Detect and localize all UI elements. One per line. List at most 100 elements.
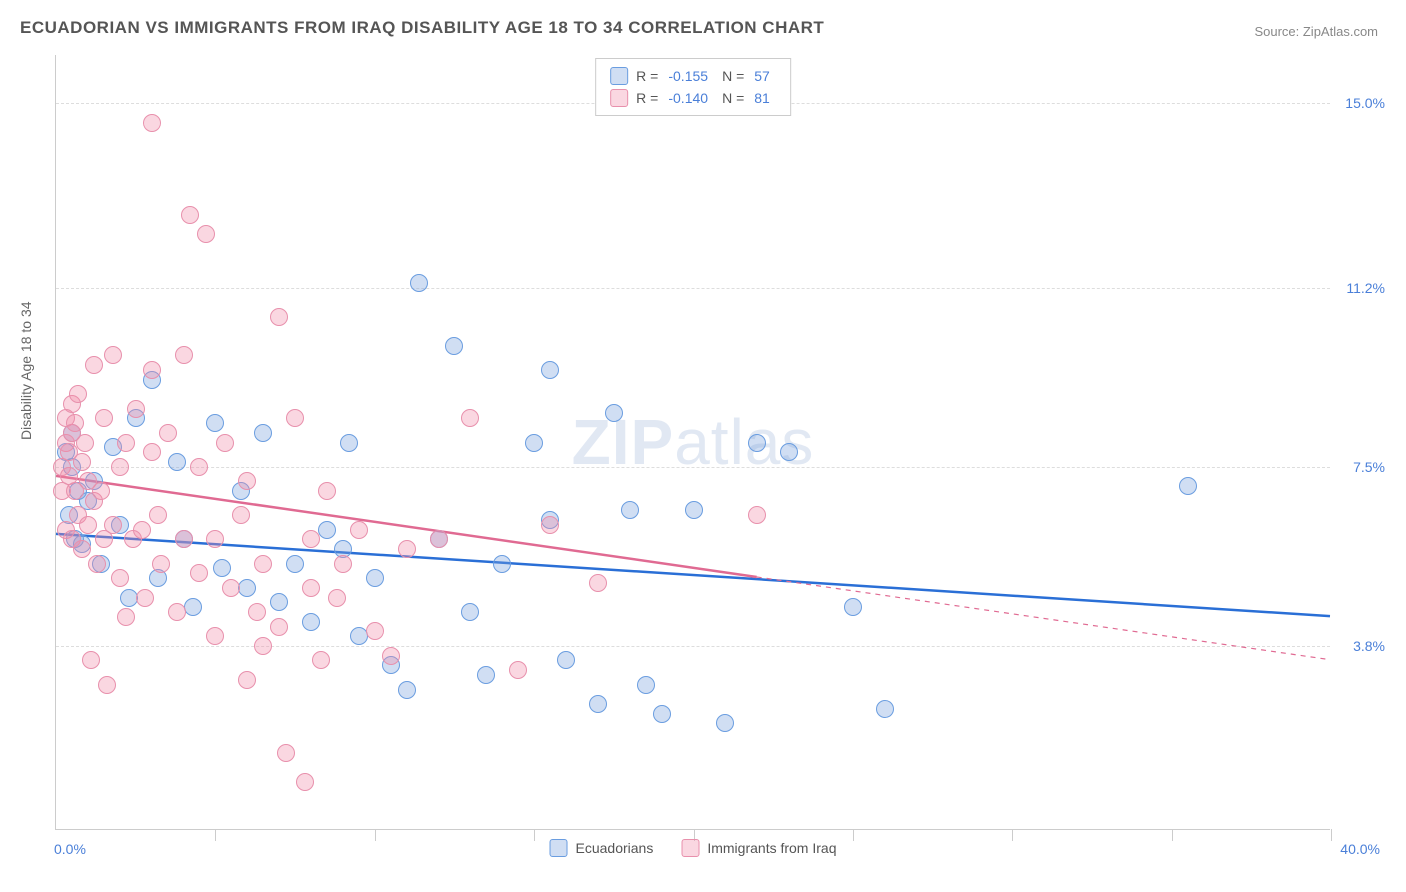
- point-ecuadorian: [637, 676, 655, 694]
- point-iraq: [366, 622, 384, 640]
- point-iraq: [302, 579, 320, 597]
- n-value-2: 81: [754, 87, 770, 109]
- point-iraq: [197, 225, 215, 243]
- point-iraq: [85, 356, 103, 374]
- point-iraq: [181, 206, 199, 224]
- point-iraq: [296, 773, 314, 791]
- point-iraq: [270, 618, 288, 636]
- point-iraq: [143, 361, 161, 379]
- page-title: ECUADORIAN VS IMMIGRANTS FROM IRAQ DISAB…: [20, 18, 824, 38]
- point-ecuadorian: [493, 555, 511, 573]
- point-iraq: [168, 603, 186, 621]
- point-iraq: [312, 651, 330, 669]
- point-iraq: [76, 434, 94, 452]
- legend-label-2: Immigrants from Iraq: [707, 840, 836, 856]
- point-iraq: [589, 574, 607, 592]
- point-ecuadorian: [653, 705, 671, 723]
- point-iraq: [98, 676, 116, 694]
- point-iraq: [117, 608, 135, 626]
- y-tick-label: 3.8%: [1353, 638, 1385, 654]
- point-ecuadorian: [206, 414, 224, 432]
- point-iraq: [69, 385, 87, 403]
- point-iraq: [318, 482, 336, 500]
- r-label-1: R =: [636, 65, 658, 87]
- point-iraq: [117, 434, 135, 452]
- point-iraq: [509, 661, 527, 679]
- r-label-2: R =: [636, 87, 658, 109]
- point-iraq: [206, 530, 224, 548]
- point-ecuadorian: [270, 593, 288, 611]
- point-ecuadorian: [445, 337, 463, 355]
- point-iraq: [143, 114, 161, 132]
- point-ecuadorian: [398, 681, 416, 699]
- point-iraq: [104, 346, 122, 364]
- legend-swatch-series-2: [681, 839, 699, 857]
- point-iraq: [190, 458, 208, 476]
- point-iraq: [175, 530, 193, 548]
- point-ecuadorian: [541, 361, 559, 379]
- point-iraq: [88, 555, 106, 573]
- y-tick-label: 7.5%: [1353, 459, 1385, 475]
- point-iraq: [133, 521, 151, 539]
- point-iraq: [328, 589, 346, 607]
- point-iraq: [73, 453, 91, 471]
- point-ecuadorian: [238, 579, 256, 597]
- legend-item-1: Ecuadorians: [550, 839, 654, 857]
- x-tick: [375, 829, 376, 841]
- r-value-1: -0.155: [668, 65, 708, 87]
- point-iraq: [79, 516, 97, 534]
- point-iraq: [152, 555, 170, 573]
- legend-swatch-1: [610, 67, 628, 85]
- point-ecuadorian: [410, 274, 428, 292]
- y-tick-label: 11.2%: [1346, 280, 1385, 296]
- point-iraq: [382, 647, 400, 665]
- chart-plot-area: ZIPatlas 15.0%11.2%7.5%3.8% R = -0.155 N…: [55, 55, 1330, 830]
- point-iraq: [277, 744, 295, 762]
- point-ecuadorian: [366, 569, 384, 587]
- point-iraq: [143, 443, 161, 461]
- point-iraq: [232, 506, 250, 524]
- x-tick: [1331, 829, 1332, 841]
- trend-lines: [56, 55, 1330, 829]
- point-iraq: [238, 472, 256, 490]
- point-iraq: [541, 516, 559, 534]
- point-iraq: [127, 400, 145, 418]
- y-tick-label: 15.0%: [1345, 95, 1385, 111]
- point-ecuadorian: [477, 666, 495, 684]
- point-ecuadorian: [302, 613, 320, 631]
- r-value-2: -0.140: [668, 87, 708, 109]
- point-iraq: [461, 409, 479, 427]
- point-ecuadorian: [213, 559, 231, 577]
- point-iraq: [302, 530, 320, 548]
- point-iraq: [175, 346, 193, 364]
- x-tick: [534, 829, 535, 841]
- legend-swatch-2: [610, 89, 628, 107]
- legend-stats-row-1: R = -0.155 N = 57: [610, 65, 776, 87]
- point-ecuadorian: [286, 555, 304, 573]
- point-ecuadorian: [168, 453, 186, 471]
- n-label-2: N =: [722, 87, 744, 109]
- point-iraq: [104, 516, 122, 534]
- point-iraq: [216, 434, 234, 452]
- point-iraq: [190, 564, 208, 582]
- trend-line-dashed: [757, 577, 1330, 660]
- x-tick: [853, 829, 854, 841]
- point-ecuadorian: [748, 434, 766, 452]
- point-iraq: [238, 671, 256, 689]
- point-iraq: [286, 409, 304, 427]
- source-attribution: Source: ZipAtlas.com: [1254, 24, 1378, 39]
- legend-swatch-series-1: [550, 839, 568, 857]
- point-ecuadorian: [557, 651, 575, 669]
- x-tick: [1172, 829, 1173, 841]
- point-iraq: [398, 540, 416, 558]
- point-iraq: [254, 637, 272, 655]
- point-ecuadorian: [621, 501, 639, 519]
- legend-stats: R = -0.155 N = 57 R = -0.140 N = 81: [595, 58, 791, 116]
- point-iraq: [136, 589, 154, 607]
- point-ecuadorian: [685, 501, 703, 519]
- point-iraq: [73, 540, 91, 558]
- point-iraq: [222, 579, 240, 597]
- point-ecuadorian: [461, 603, 479, 621]
- point-ecuadorian: [605, 404, 623, 422]
- point-ecuadorian: [525, 434, 543, 452]
